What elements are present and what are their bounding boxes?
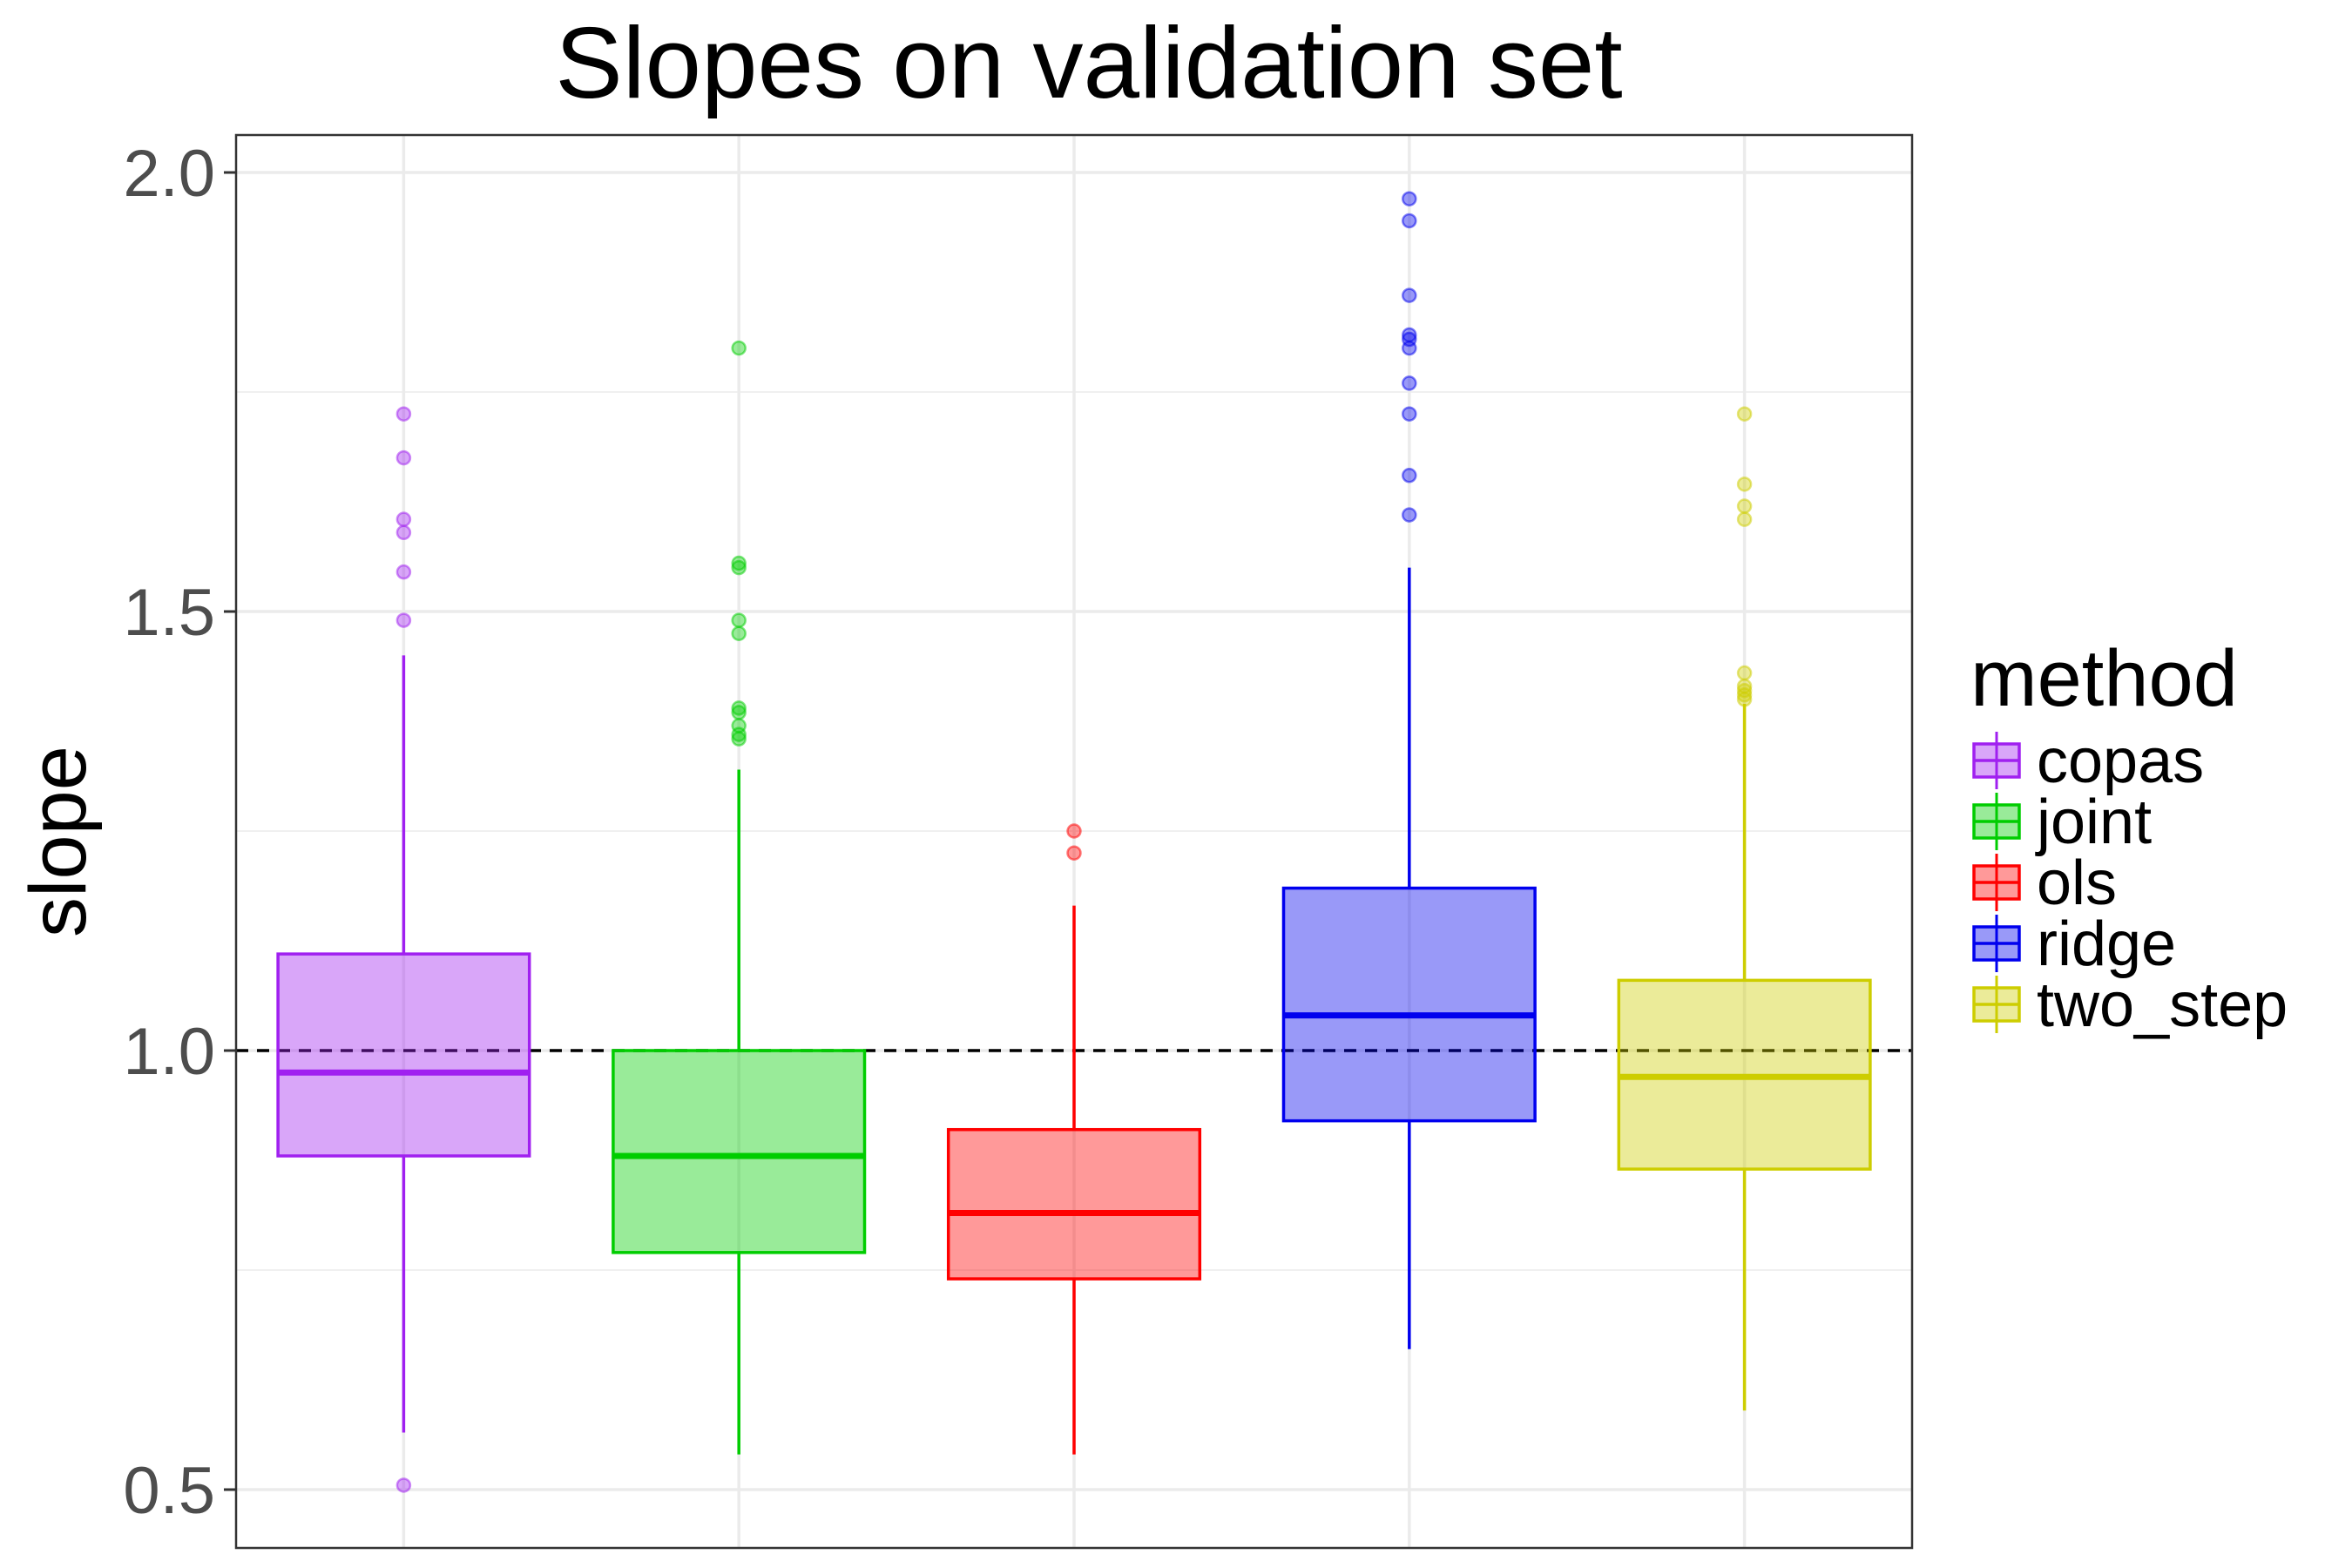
outlier-point: [731, 731, 747, 747]
box-iqr: [946, 1127, 1202, 1281]
outlier-point: [395, 1477, 412, 1493]
legend-item-ridge: ridge: [1972, 909, 2176, 979]
box-layer: [276, 191, 1872, 1493]
outlier-point: [1736, 406, 1753, 422]
outlier-point: [731, 340, 747, 356]
box-iqr: [612, 1049, 867, 1254]
legend-item-joint: joint: [1972, 787, 2152, 857]
outlier-point: [1402, 507, 1417, 523]
legend-label: ridge: [2037, 909, 2176, 979]
legend-item-ols: ols: [1972, 848, 2117, 918]
outlier-point: [395, 524, 412, 541]
outlier-point: [1736, 692, 1753, 707]
outlier-point: [1066, 845, 1082, 861]
outlier-point: [1402, 375, 1417, 391]
outlier-point: [1402, 287, 1417, 303]
outlier-point: [731, 612, 747, 628]
outlier-point: [731, 555, 747, 571]
legend-label: joint: [2035, 787, 2152, 857]
outlier-point: [1736, 665, 1753, 681]
outlier-point: [395, 511, 412, 527]
y-tick-label: 1.0: [123, 1015, 215, 1089]
legend-label: two_step: [2037, 970, 2288, 1040]
chart-title: Slopes on validation set: [555, 6, 1622, 119]
box-joint: [612, 340, 867, 1455]
y-tick-label: 2.0: [123, 137, 215, 211]
outlier-point: [1402, 468, 1417, 483]
box-iqr: [1281, 886, 1537, 1123]
outlier-point: [1736, 498, 1753, 514]
outlier-point: [395, 564, 412, 580]
legend-title: method: [1970, 634, 2238, 723]
outlier-point: [395, 406, 412, 422]
legend-item-copas: copas: [1972, 727, 2204, 796]
legend-label: copas: [2037, 727, 2204, 796]
outlier-point: [1402, 191, 1417, 206]
y-axis: 0.5 1.0 1.5 2.0: [123, 137, 236, 1528]
y-tick-label: 1.5: [123, 576, 215, 650]
outlier-point: [1402, 406, 1417, 422]
outlier-point: [1736, 511, 1753, 527]
plot-panel-border: [234, 133, 1914, 1550]
outlier-point: [731, 559, 747, 576]
legend-item-two_step: two_step: [1972, 970, 2288, 1040]
outlier-point: [395, 612, 412, 628]
outlier-point: [395, 449, 412, 466]
box-ols: [946, 823, 1202, 1455]
y-axis-title: slope: [14, 746, 103, 937]
outlier-point: [1402, 213, 1417, 229]
outlier-point: [1736, 687, 1753, 703]
outlier-point: [1736, 476, 1753, 492]
box-ridge: [1281, 191, 1537, 1349]
box-copas: [276, 406, 531, 1493]
outlier-point: [1066, 823, 1082, 839]
y-tick-label: 0.5: [123, 1454, 215, 1528]
legend-label: ols: [2037, 848, 2117, 918]
outlier-point: [731, 700, 747, 716]
box-iqr: [276, 952, 531, 1158]
outlier-point: [1402, 340, 1417, 356]
box-two_step: [1617, 406, 1872, 1411]
outlier-point: [731, 625, 747, 641]
outlier-point: [731, 727, 747, 742]
outlier-point: [731, 705, 747, 720]
